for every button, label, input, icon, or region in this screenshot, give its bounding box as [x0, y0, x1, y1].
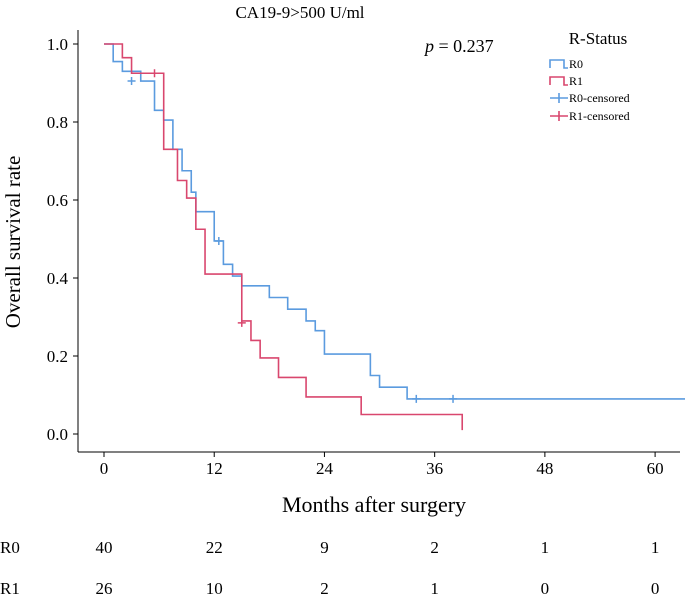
risk-count-r1: 10 — [206, 579, 223, 598]
censor-mark-r0 — [412, 394, 421, 403]
x-tick-label: 24 — [316, 459, 334, 478]
p-value: = 0.237 — [434, 36, 494, 56]
censor-mark-r1 — [237, 318, 246, 327]
legend-title: R-Status — [569, 29, 628, 48]
legend-label-r0: R0 — [569, 57, 583, 71]
y-tick-label: 0.4 — [47, 269, 69, 288]
legend-swatch-r0-censored — [550, 93, 568, 103]
y-tick-label: 0.0 — [47, 425, 68, 444]
x-tick-label: 60 — [647, 459, 664, 478]
x-axis-label: Months after surgery — [282, 492, 466, 517]
risk-count-r0: 1 — [541, 538, 550, 557]
y-tick-label: 1.0 — [47, 35, 68, 54]
survival-curve-r1 — [104, 43, 464, 431]
survival-curve-r0 — [104, 43, 685, 400]
censor-mark-r0 — [127, 77, 136, 86]
risk-count-r1: 0 — [651, 579, 660, 598]
risk-count-r0: 22 — [206, 538, 223, 557]
x-tick-label: 48 — [536, 459, 553, 478]
legend-entries: R0 R1 R0-censored R1-censored — [549, 57, 630, 123]
risk-count-r1: 2 — [320, 579, 329, 598]
legend-swatch-r0 — [549, 59, 568, 69]
axis-ticks: 0.00.20.40.60.81.00122436486072 — [47, 35, 664, 478]
censor-mark-r0 — [214, 236, 223, 245]
risk-count-r0: 2 — [430, 538, 439, 557]
x-tick-label: 36 — [426, 459, 443, 478]
legend-label-r0-censored: R0-censored — [569, 91, 630, 105]
risk-count-r1: 26 — [96, 579, 113, 598]
risk-count-r1: 0 — [541, 579, 550, 598]
p-value-annotation: p = 0.237 — [423, 36, 494, 56]
legend-label-r1-censored: R1-censored — [569, 109, 630, 123]
legend-swatch-r1-censored — [550, 111, 568, 121]
risk-count-r0: 40 — [96, 538, 113, 557]
risk-count-r0: 9 — [320, 538, 329, 557]
y-tick-label: 0.8 — [47, 113, 68, 132]
legend: R-Status R0 R1 R0-censored R1-censored — [549, 29, 630, 123]
censor-mark-r1 — [150, 69, 159, 78]
risk-table: R0402292110R1261021000 — [0, 538, 660, 598]
censor-mark-r0 — [449, 394, 458, 403]
p-symbol: p — [423, 36, 434, 56]
legend-label-r1: R1 — [569, 74, 583, 88]
legend-swatch-r1 — [549, 76, 568, 86]
chart-title: CA19-9>500 U/ml — [235, 3, 364, 22]
risk-count-r0: 1 — [651, 538, 660, 557]
y-tick-label: 0.6 — [47, 191, 68, 210]
y-axis-label: Overall survival rate — [1, 156, 25, 329]
risk-count-r1: 1 — [430, 579, 439, 598]
risk-row-label-r1: R1 — [0, 579, 20, 598]
risk-row-label-r0: R0 — [0, 538, 20, 557]
x-tick-label: 12 — [206, 459, 223, 478]
x-tick-label: 0 — [100, 459, 109, 478]
survival-curves — [104, 43, 685, 431]
y-tick-label: 0.2 — [47, 347, 68, 366]
